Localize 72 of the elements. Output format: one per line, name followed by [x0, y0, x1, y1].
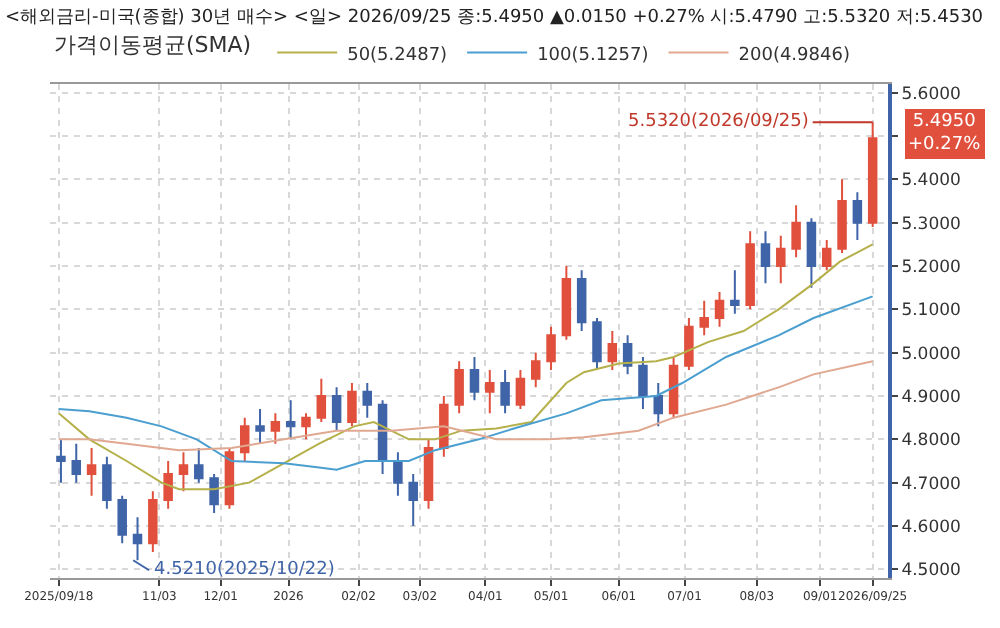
candlestick — [745, 230, 755, 311]
y-tick-label: 4.8000 — [901, 431, 961, 452]
candlestick — [423, 438, 434, 510]
line-series — [57, 243, 874, 491]
y-tick-label: 5.2000 — [901, 257, 961, 278]
candlestick — [699, 299, 709, 337]
candlestick — [285, 399, 296, 441]
candlestick — [576, 269, 587, 332]
candlestick — [117, 494, 127, 545]
candlestick — [867, 121, 878, 228]
candlestick — [148, 490, 158, 553]
candlestick — [469, 356, 480, 402]
y-tick-label: 5.6000 — [901, 84, 961, 105]
legend-title: 가격이동평균(SMA) — [54, 32, 252, 59]
candlestick — [393, 451, 403, 497]
annotation: 5.5320(2026/09/25) — [628, 112, 809, 132]
candlestick — [791, 204, 801, 259]
chart-title: <해외금리-미국(종합) 30년 매수> <일> 2026/09/25 종:5.4950 ▲0.0150 +0.27% 시:5.4790 고:5.5320 저:5.4530 — [5, 8, 984, 29]
candlestick — [209, 473, 219, 514]
candlestick — [102, 455, 112, 510]
legend-label: 50(5.2487) — [347, 45, 448, 66]
candlestick — [760, 230, 771, 285]
y-tick-label: 4.7000 — [901, 474, 961, 495]
candlestick — [668, 356, 679, 419]
candlestick — [622, 334, 633, 376]
candlestick — [592, 317, 602, 371]
candlestick — [500, 369, 510, 415]
candlestick — [714, 291, 725, 328]
y-tick-label: 5.0000 — [901, 344, 961, 365]
y-tick-label: 4.9000 — [901, 387, 961, 408]
candlestick — [56, 438, 66, 484]
candlestick — [776, 234, 786, 285]
candlestick — [194, 447, 204, 484]
candlestick — [255, 408, 265, 445]
annotation: 4.5210(2025/10/22) — [154, 560, 335, 580]
candlestick — [408, 473, 418, 527]
candlestick — [71, 442, 81, 484]
y-tick-label: 4.5000 — [901, 561, 961, 582]
candlestick — [485, 369, 495, 415]
y-tick-label: 5.3000 — [901, 214, 961, 235]
candlestick — [821, 239, 832, 272]
legend-label: 200(4.9846) — [738, 45, 850, 66]
text: 5.4950 +0.27% — [908, 112, 982, 156]
candlestick — [653, 382, 664, 428]
candlestick — [178, 451, 189, 493]
candlestick — [454, 360, 464, 415]
candlestick — [684, 317, 694, 371]
line-series — [57, 360, 874, 452]
candlestick — [331, 386, 342, 432]
candlestick — [607, 330, 618, 371]
y-tick-label: 4.6000 — [901, 517, 961, 538]
candlestick — [515, 369, 526, 410]
y-tick-label: 5.4000 — [901, 171, 961, 192]
candlestick — [362, 382, 373, 419]
candlestick — [163, 460, 173, 510]
candlestick — [638, 356, 648, 410]
candlestick — [837, 178, 847, 254]
candlestick — [730, 269, 740, 315]
candlestick — [301, 412, 311, 441]
candlestick — [852, 191, 863, 241]
candlestick — [316, 377, 327, 423]
candlestick — [561, 265, 572, 341]
y-tick-label: 5.1000 — [901, 301, 961, 322]
candlestick — [239, 416, 250, 462]
candlestick — [86, 447, 97, 497]
candlestick — [806, 217, 817, 289]
line-series — [57, 295, 874, 471]
candlestick — [270, 412, 281, 445]
legend-label: 100(5.1257) — [537, 45, 649, 66]
candlestick — [347, 382, 357, 428]
candlestick — [530, 351, 541, 389]
candlestick — [546, 325, 556, 371]
